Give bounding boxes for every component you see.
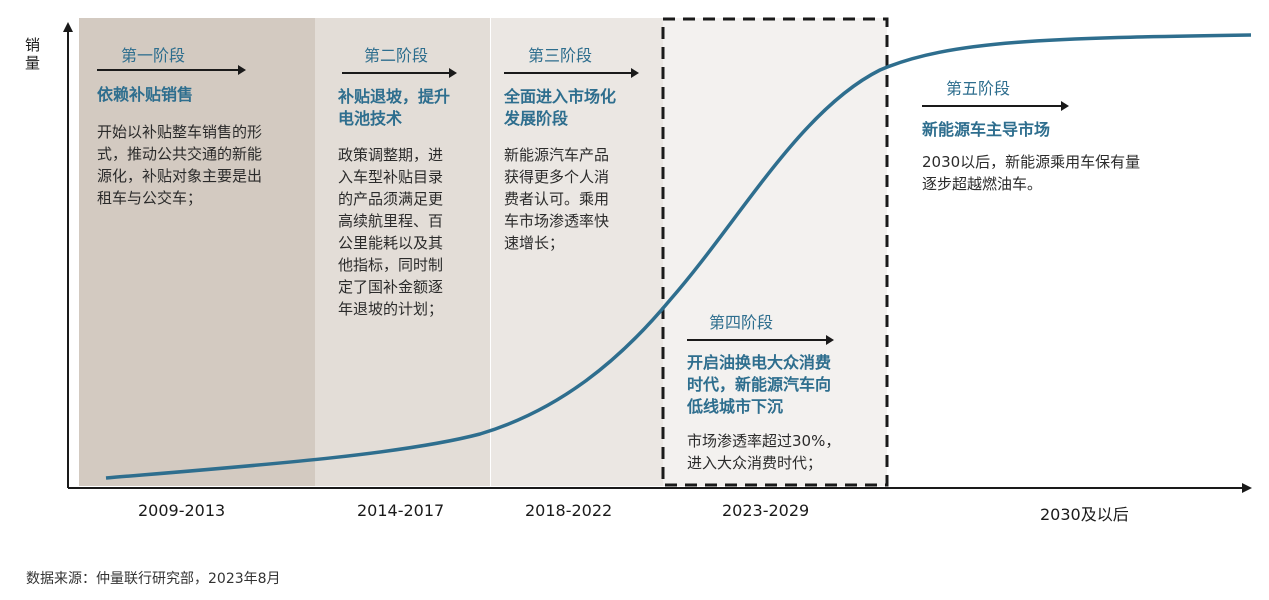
stage2-title: 第二阶段	[364, 46, 429, 65]
body-line: 政策调整期，进	[338, 146, 444, 164]
stage4-title: 第四阶段	[709, 313, 774, 332]
headline-line: 全面进入市场化	[504, 87, 617, 106]
y-axis-label-char: 销	[25, 36, 41, 54]
period-label-stage3: 2018-2022	[525, 501, 613, 520]
headline-line: 低线城市下沉	[687, 397, 784, 416]
body-line: 费者认可。乘用	[504, 190, 610, 208]
stage4-body: 市场渗透率超过30%， 进入大众消费时代；	[687, 430, 840, 474]
body-line: 新能源汽车产品	[504, 146, 610, 164]
stage5-arrow	[922, 101, 1069, 111]
stage1-band	[79, 18, 315, 486]
body-line: 进入大众消费时代；	[687, 454, 823, 472]
body-line: 他指标，同时制	[338, 256, 444, 274]
stage4-band	[663, 18, 887, 486]
stage1-headline: 依赖补贴销售	[97, 84, 193, 106]
y-axis-label-char: 量	[25, 54, 41, 72]
stage4-arrow	[687, 335, 834, 345]
period-label-stage5: 2030及以后	[1040, 505, 1129, 524]
body-line: 式，推动公共交通的新能	[97, 145, 263, 163]
period-label-stage4: 2023-2029	[722, 501, 810, 520]
stage4-dashed-frame	[661, 17, 889, 487]
headline-line: 开启油换电大众消费	[687, 353, 832, 372]
stage5-body: 2030以后，新能源乘用车保有量 逐步超越燃油车。	[922, 151, 1140, 195]
stage1-title: 第一阶段	[121, 46, 186, 65]
stage4-headline: 开启油换电大众消费 时代，新能源汽车向 低线城市下沉	[687, 352, 831, 418]
body-line: 源化，补贴对象主要是出	[97, 167, 263, 185]
stage3-title: 第三阶段	[528, 46, 593, 65]
body-line: 获得更多个人消	[504, 168, 610, 186]
body-line: 的产品须满足更	[338, 190, 444, 208]
stage2-band	[315, 18, 490, 486]
body-line: 高续航里程、百	[338, 212, 444, 230]
stage1-arrow	[97, 65, 246, 75]
stage3-band	[491, 18, 663, 486]
x-axis-arrowhead	[1242, 483, 1252, 493]
stage5-title: 第五阶段	[946, 79, 1011, 98]
stage5-headline: 新能源车主导市场	[922, 119, 1050, 141]
headline-line: 时代，新能源汽车向	[687, 375, 832, 394]
period-label-stage1: 2009-2013	[138, 501, 226, 520]
stage3-headline: 全面进入市场化 发展阶段	[504, 86, 616, 130]
body-line: 租车与公交车；	[97, 189, 203, 207]
stage1-body: 开始以补贴整车销售的形 式，推动公共交通的新能 源化，补贴对象主要是出 租车与公…	[97, 121, 262, 209]
sales-curve	[105, 33, 1252, 480]
headline-line: 发展阶段	[504, 109, 569, 128]
body-line: 开始以补贴整车销售的形	[97, 123, 263, 141]
body-line: 2030以后，新能源乘用车保有量	[922, 153, 1141, 171]
body-line: 入车型补贴目录	[338, 168, 444, 186]
period-label-stage2: 2014-2017	[357, 501, 445, 520]
stage3-body: 新能源汽车产品 获得更多个人消 费者认可。乘用 车市场渗透率快 速增长；	[504, 144, 609, 254]
body-line: 公里能耗以及其	[338, 234, 444, 252]
body-line: 年退坡的计划；	[338, 300, 444, 318]
y-axis-arrowhead	[63, 22, 73, 32]
body-line: 市场渗透率超过30%，	[687, 432, 841, 450]
y-axis-label: 销 量	[25, 36, 43, 72]
headline-line: 补贴退坡，提升	[338, 87, 451, 106]
stage2-headline: 补贴退坡，提升 电池技术	[338, 86, 450, 130]
stage2-body: 政策调整期，进 入车型补贴目录 的产品须满足更 高续航里程、百 公里能耗以及其 …	[338, 144, 443, 320]
stage2-arrow	[342, 68, 457, 78]
headline-line: 电池技术	[338, 109, 403, 128]
headline-line: 依赖补贴销售	[97, 85, 194, 104]
source-note: 数据来源：仲量联行研究部，2023年8月	[26, 571, 281, 587]
headline-line: 新能源车主导市场	[922, 120, 1051, 139]
body-line: 车市场渗透率快	[504, 212, 610, 230]
stage3-arrow	[504, 68, 639, 78]
body-line: 逐步超越燃油车。	[922, 175, 1043, 193]
body-line: 速增长；	[504, 234, 565, 252]
body-line: 定了国补金额逐	[338, 278, 444, 296]
